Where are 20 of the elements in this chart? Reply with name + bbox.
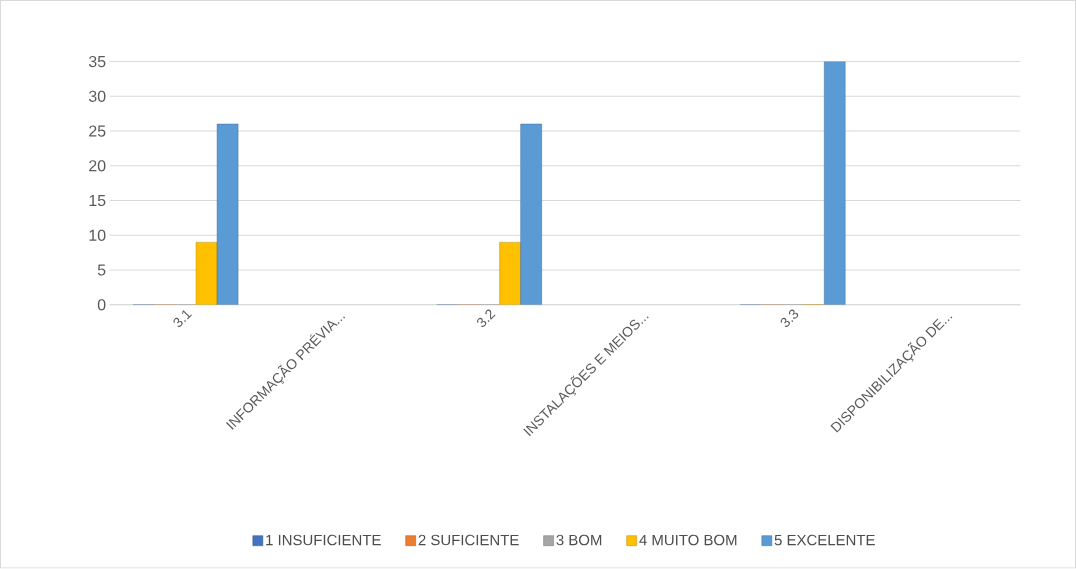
x-tick-label: 3.2 [477, 309, 496, 328]
legend-label: 5 EXCELENTE [774, 534, 875, 546]
bar [216, 124, 239, 305]
legend-label: 3 BOM [556, 534, 602, 546]
y-tick-label: 10 [89, 229, 106, 242]
y-tick-label: 35 [88, 56, 106, 68]
bar [520, 124, 542, 305]
y-tick-label: 25 [89, 125, 106, 137]
y-tick-label: 5 [97, 264, 106, 276]
bar [824, 61, 846, 305]
y-tick-label: 30 [88, 90, 106, 103]
legend-label: 2 SUFICIENTE [418, 534, 519, 546]
x-tick-label: 3.3 [780, 309, 799, 328]
y-tick-label: 20 [89, 160, 106, 172]
y-tick-label: 0 [97, 299, 106, 311]
legend-label: 1 INSUFICIENTE [266, 534, 381, 546]
y-tick-label: 15 [89, 195, 106, 207]
x-tick-label: 3.1 [173, 310, 192, 328]
bar [499, 242, 521, 305]
legend-label: 4 MUITO BOM [639, 534, 737, 546]
